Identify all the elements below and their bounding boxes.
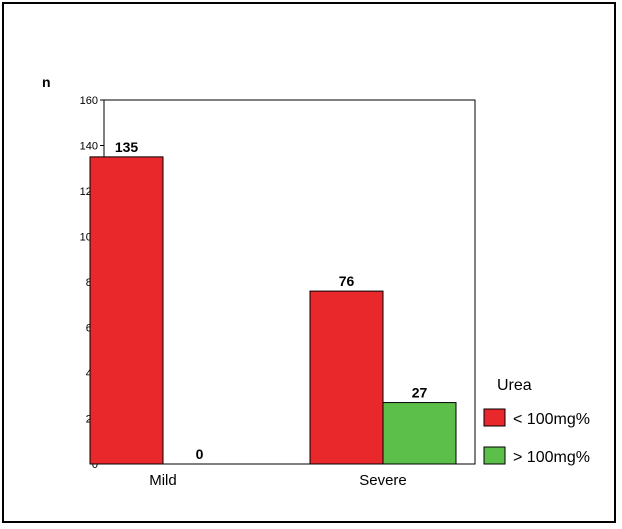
- data-label: 27: [412, 385, 428, 401]
- legend-entry-label: < 100mg%: [513, 411, 590, 428]
- data-labels-group: 135 0 76 27: [115, 139, 428, 462]
- data-label: 76: [339, 273, 355, 289]
- legend-swatch: [483, 408, 506, 427]
- y-tick-label: 140: [80, 141, 98, 153]
- bar-mild-series-0: [89, 156, 164, 465]
- y-tick-label: 0: [92, 459, 98, 471]
- bars-group: [89, 156, 457, 465]
- y-tick-label: 160: [80, 95, 98, 107]
- data-label: 0: [196, 446, 204, 462]
- x-axis: Mild Severe: [149, 472, 407, 489]
- legend-entry-label: > 100mg%: [513, 449, 590, 466]
- bar-severe-series-1: [382, 402, 457, 465]
- legend-title: Urea: [497, 377, 532, 394]
- legend: Urea < 100mg% > 100mg%: [483, 377, 590, 466]
- x-category-label: Mild: [149, 472, 177, 489]
- data-label: 135: [115, 139, 139, 155]
- legend-swatch: [483, 446, 506, 465]
- bar-severe-series-0: [309, 290, 384, 465]
- y-axis-label: n: [42, 74, 51, 90]
- x-category-label: Severe: [359, 472, 407, 489]
